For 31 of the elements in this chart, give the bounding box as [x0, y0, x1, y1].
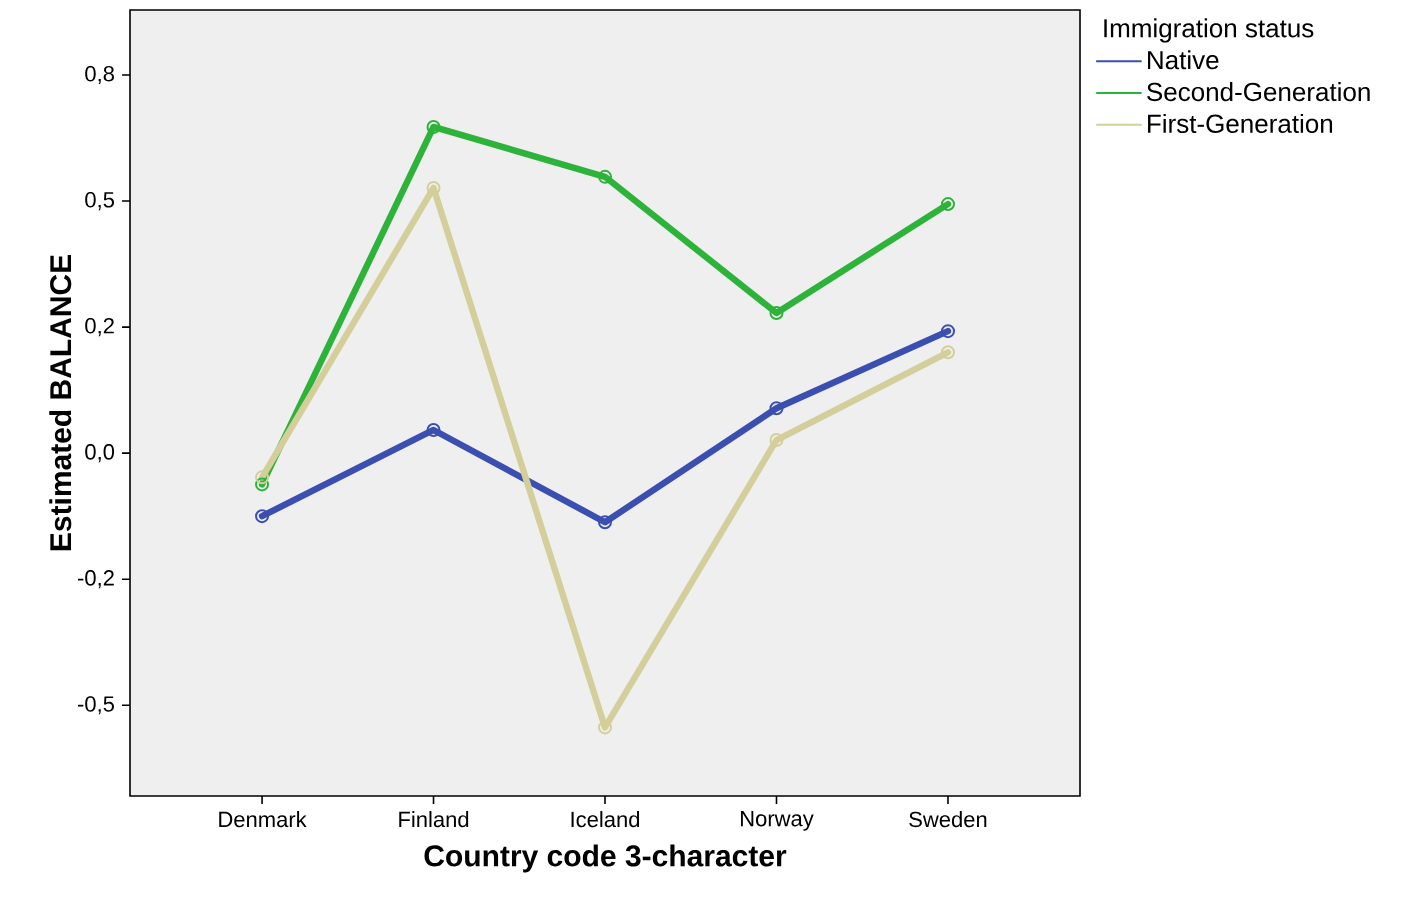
y-tick-label: -0,2	[78, 570, 114, 589]
point	[940, 345, 955, 360]
x-tick-label: Denmark	[219, 811, 307, 828]
point	[255, 509, 270, 524]
y-tick-label: 0,8	[85, 65, 114, 85]
point	[940, 324, 955, 339]
x-tick-label: Norway	[741, 811, 814, 831]
point	[940, 197, 955, 212]
point	[769, 305, 784, 320]
x-tick-label: Finland	[399, 811, 469, 828]
point	[255, 477, 270, 492]
point	[426, 422, 441, 437]
point	[255, 470, 270, 485]
point	[769, 433, 784, 448]
legend-title: Immigration status	[1104, 18, 1314, 43]
point	[426, 119, 441, 134]
y-tick-label: 0,2	[85, 318, 114, 337]
y-tick-label: -0,5	[78, 696, 114, 715]
x-axis-title: Country code 3-character	[424, 844, 787, 873]
point	[598, 515, 613, 530]
point	[426, 180, 441, 195]
legend-label: First-Generation	[1148, 113, 1333, 133]
legend-label: Native	[1148, 50, 1219, 70]
y-axis-title: Estimated BALANCE	[49, 255, 72, 551]
y-tick-label: 0,0	[85, 444, 115, 463]
point	[598, 169, 613, 184]
y-tick-label: 0,5	[85, 191, 114, 211]
point	[769, 401, 784, 416]
legend-label: Second-Generation	[1147, 82, 1370, 102]
x-tick-label: Iceland	[571, 811, 640, 828]
x-tick-label: Sweden	[909, 811, 987, 828]
